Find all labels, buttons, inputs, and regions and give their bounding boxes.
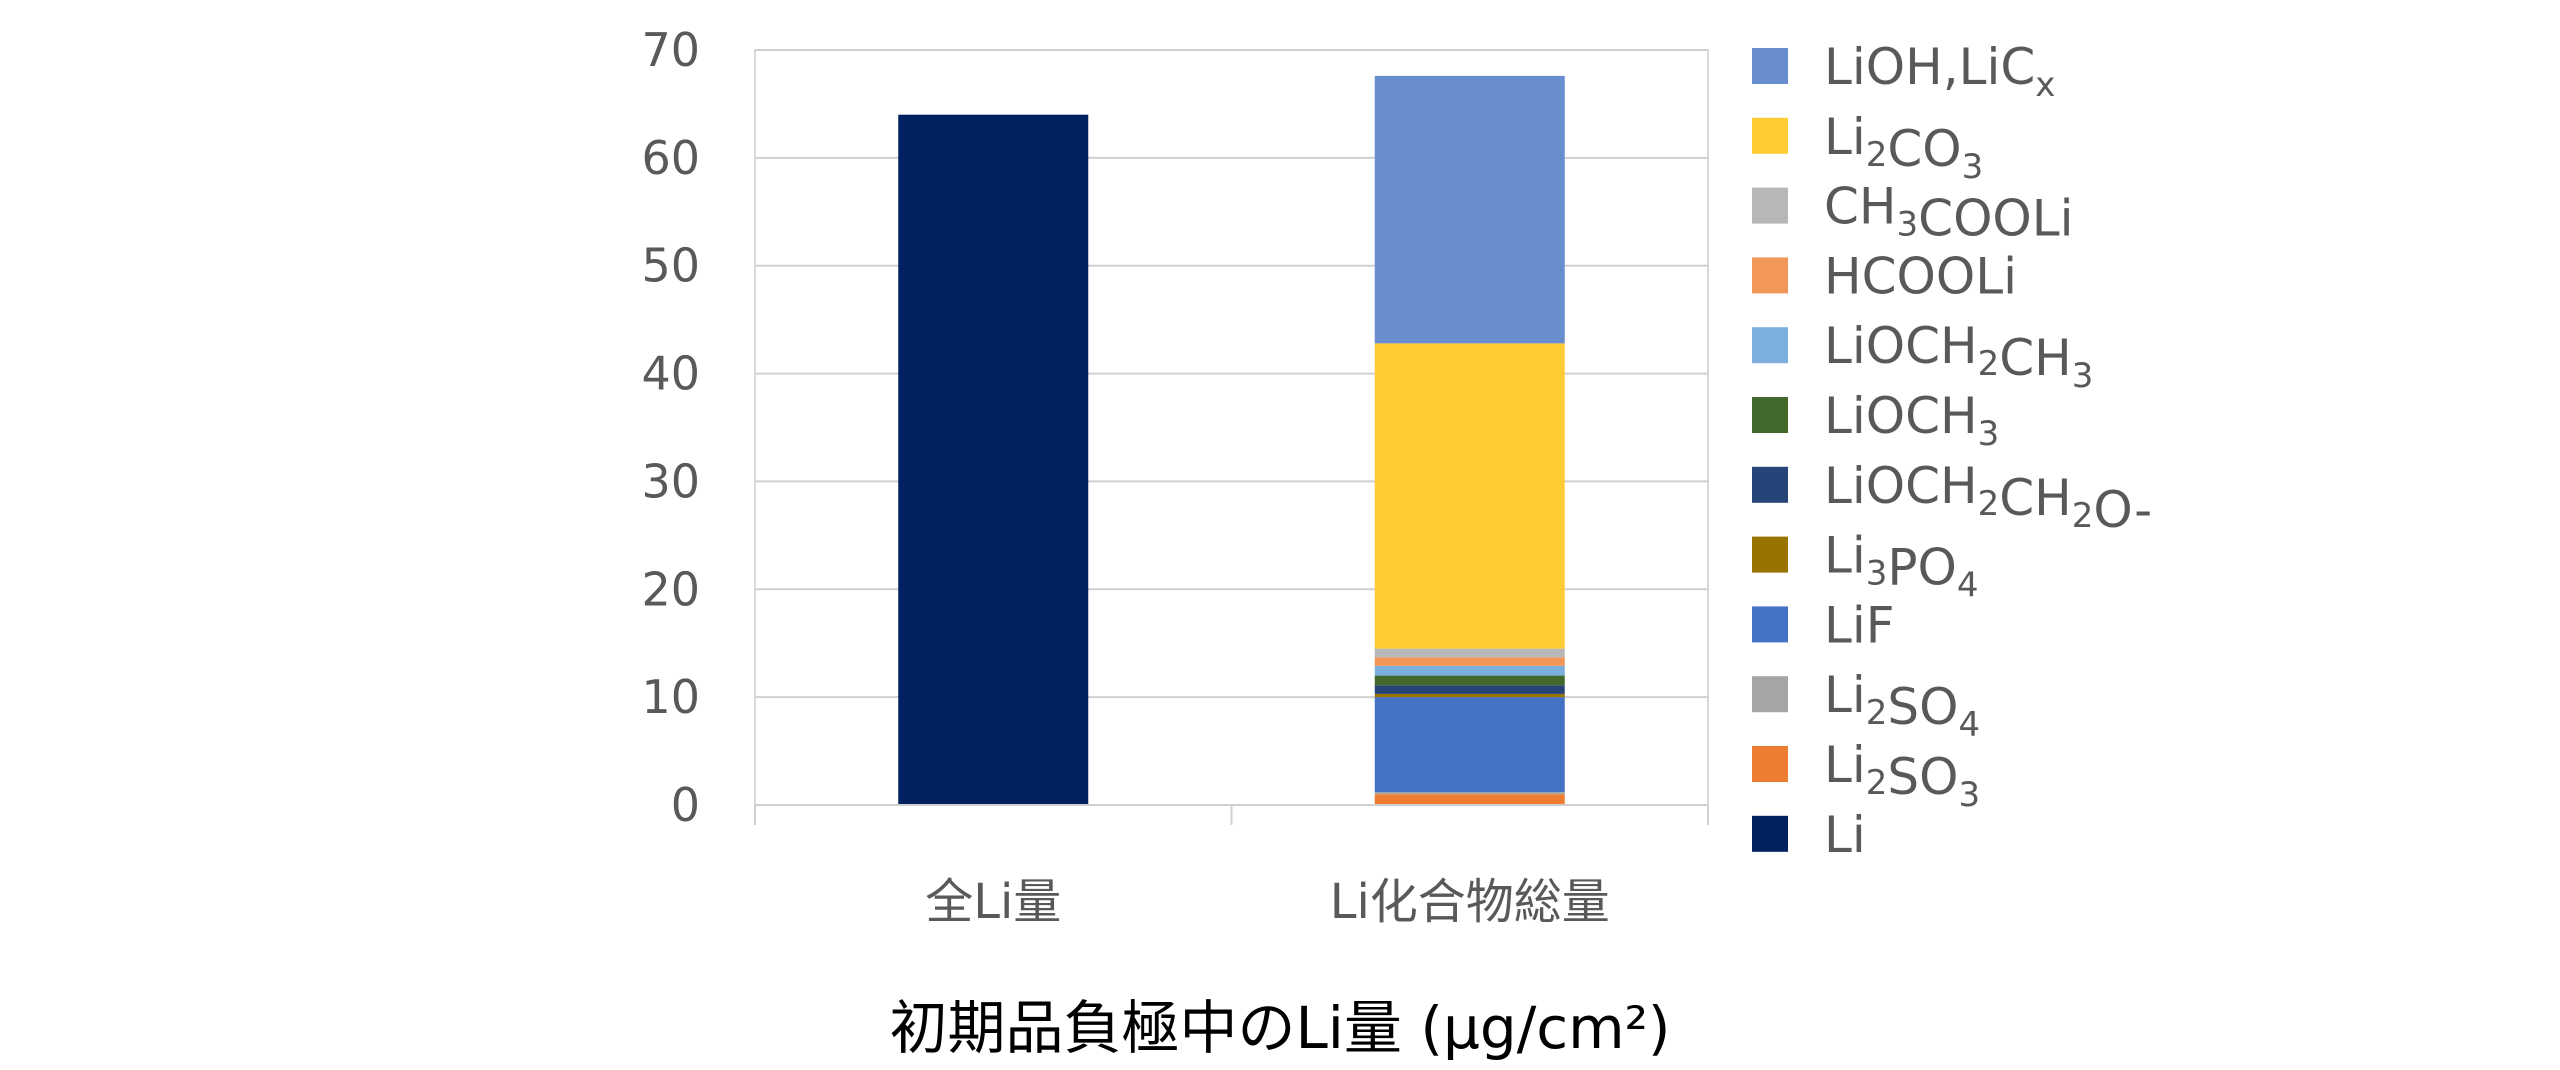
legend-label: CH3COOLi — [1824, 178, 2074, 248]
bar-segment-lif — [1374, 697, 1565, 793]
legend-label: Li — [1824, 806, 1866, 864]
legend-label: LiOCH2CH3 — [1824, 317, 2093, 396]
bar-segment-li2so4 — [1374, 792, 1565, 795]
plot-frame — [754, 49, 1709, 806]
legend-label: LiOCH2CH2O- — [1824, 457, 2152, 539]
legend: LiOH,LiCxLi2CO3CH3COOLiHCOOLiLiOCH2CH3Li… — [1752, 38, 2152, 864]
x-axis-title: 初期品負極中のLi量 (μg/cm²) — [889, 994, 1670, 1062]
y-tick-label: 50 — [641, 239, 700, 293]
y-tick-label: 0 — [671, 778, 700, 832]
legend-swatch — [1752, 466, 1788, 503]
legend-swatch — [1752, 117, 1788, 154]
legend-label: LiF — [1824, 596, 1895, 654]
y-tick-label: 10 — [641, 670, 700, 724]
legend-label: Li2SO4 — [1824, 666, 1980, 745]
bar-segment-li2co3 — [1374, 343, 1565, 649]
x-category-label: Li化合物総量 — [1330, 874, 1610, 930]
bar-segment-hcooli — [1374, 657, 1565, 666]
gridlines — [754, 49, 1709, 806]
bar-segment-lioch3 — [1374, 675, 1565, 686]
bar-segment-li2so3 — [1374, 794, 1565, 805]
legend-label: Li3PO4 — [1824, 527, 1979, 606]
bar-segment-ch3cooli — [1374, 648, 1565, 658]
bar-segment-lioch2ch2o- — [1374, 685, 1565, 694]
legend-swatch — [1752, 606, 1788, 643]
x-axis: 全Li量 Li化合物総量 — [754, 804, 1709, 930]
legend-swatch — [1752, 187, 1788, 224]
y-tick-label: 60 — [641, 131, 700, 185]
y-axis: 0 10 20 30 40 50 60 70 — [641, 23, 700, 832]
legend-label: LiOCH3 — [1824, 387, 1999, 454]
legend-swatch — [1752, 676, 1788, 713]
legend-label: Li2CO3 — [1824, 108, 1983, 187]
y-tick-label: 70 — [641, 23, 700, 77]
bar-segment-lioch2ch3 — [1374, 665, 1565, 676]
legend-swatch — [1752, 48, 1788, 84]
legend-swatch — [1752, 746, 1788, 782]
legend-label: HCOOLi — [1824, 247, 2017, 305]
legend-swatch — [1752, 397, 1788, 433]
legend-label: Li2SO3 — [1824, 736, 1980, 815]
y-tick-label: 20 — [641, 562, 700, 616]
bar-segment-li — [898, 114, 1089, 805]
legend-swatch — [1752, 536, 1788, 573]
bar-segment-li3po4 — [1374, 693, 1565, 698]
x-category-label: 全Li量 — [925, 874, 1061, 930]
bar-segment-lioh-licx — [1374, 75, 1565, 344]
legend-swatch — [1752, 327, 1788, 364]
legend-swatch — [1752, 257, 1788, 294]
y-tick-label: 40 — [641, 347, 700, 401]
legend-swatch — [1752, 815, 1788, 852]
y-tick-label: 30 — [641, 454, 700, 508]
plot-area — [898, 75, 1565, 805]
legend-label: LiOH,LiCx — [1824, 38, 2055, 105]
